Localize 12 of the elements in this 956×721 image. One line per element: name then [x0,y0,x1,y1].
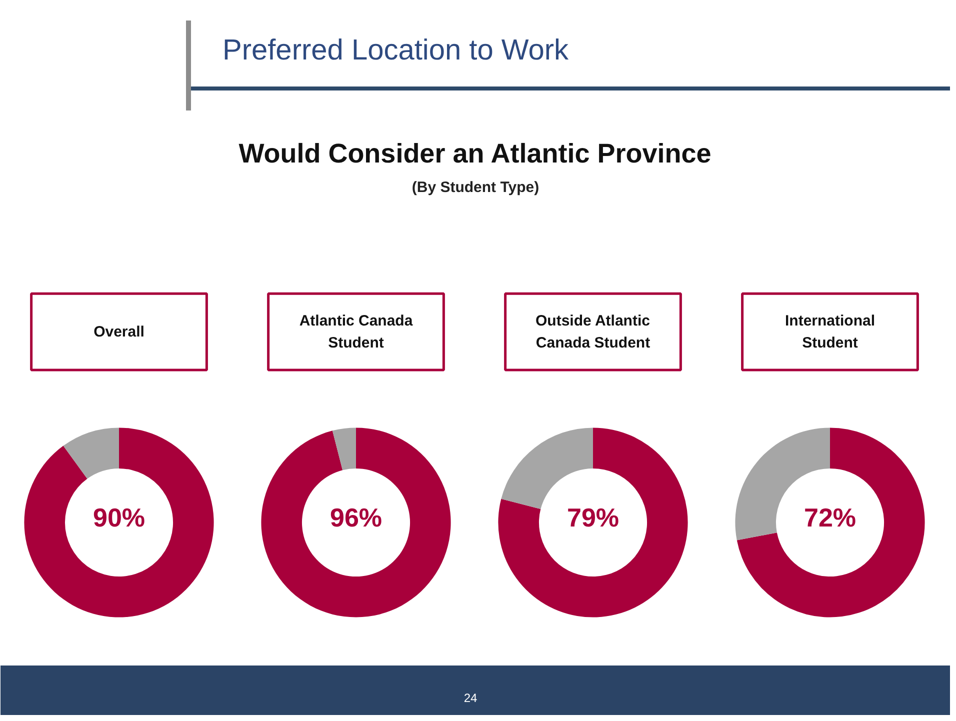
chart-title: Outside Atlantic Canada Student [535,312,650,352]
text: 24 [464,691,478,705]
data-label: 90% [92,502,146,533]
text: Would Consider an Atlantic Province [238,138,712,168]
text: (By Student Type) [412,179,540,196]
data-label: 72% [804,502,856,533]
data-label: 79% [566,502,620,533]
chart-title: Atlantic Canada Student [299,312,414,352]
text: Preferred Location to Work [222,34,570,66]
chart-title: International Student [784,312,876,352]
chart-title: Overall [94,323,144,340]
data-label: 96% [330,502,382,533]
